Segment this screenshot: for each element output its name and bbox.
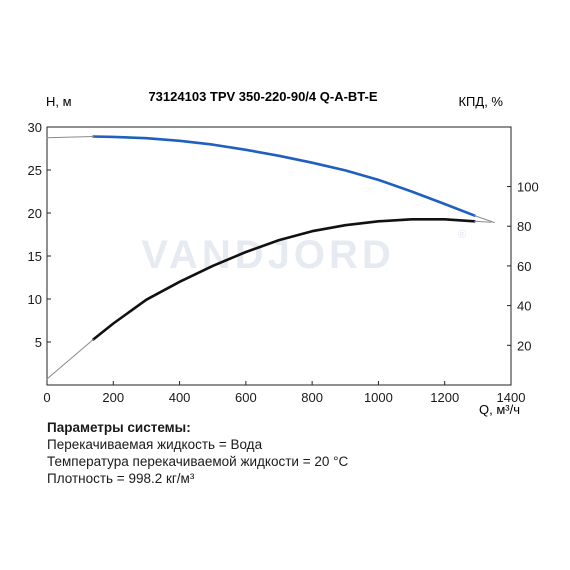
x-tick-label: 800: [301, 390, 323, 405]
y-axis-right-label: КПД, %: [458, 94, 503, 109]
x-tick-label: 1200: [430, 390, 459, 405]
y-right-tick-label: 100: [517, 180, 539, 195]
x-tick-label: 200: [102, 390, 124, 405]
x-tick-label: 400: [169, 390, 191, 405]
param-density: Плотность = 998.2 кг/м³: [47, 471, 195, 486]
y-right-tick-label: 60: [517, 259, 531, 274]
head-curve: [92, 135, 476, 217]
param-temperature: Температура перекачиваемой жидкости = 20…: [47, 454, 349, 469]
x-tick-label: 0: [43, 390, 50, 405]
head-curve-extension-right: [474, 215, 495, 223]
params-heading: Параметры системы:: [47, 420, 191, 435]
y-axis-right-ticks: 20 40 60 80 100: [507, 180, 539, 353]
y-right-tick-label: 40: [517, 299, 531, 314]
x-axis-ticks: 0 200 400 600 800 1000 1200 1400: [43, 381, 525, 405]
chart-title: 73124103 TPV 350-220-90/4 Q-A-BT-E: [148, 89, 377, 104]
head-curve-extension-left: [46, 136, 94, 139]
x-tick-label: 1000: [364, 390, 393, 405]
y-left-tick-label: 25: [28, 163, 42, 178]
efficiency-curve: [92, 218, 476, 341]
y-axis-left-label: H, м: [46, 94, 72, 109]
watermark-logo: VANDJORD: [141, 233, 395, 277]
x-tick-label: 1400: [497, 390, 526, 405]
curves: [46, 135, 495, 380]
x-tick-label: 600: [235, 390, 257, 405]
system-parameters: Параметры системы: Перекачиваемая жидкос…: [47, 419, 348, 487]
y-right-tick-label: 20: [517, 338, 531, 353]
y-axis-left-ticks: 5 10 15 20 25 30: [28, 120, 51, 350]
x-axis-label: Q, м³/ч: [479, 402, 520, 417]
param-fluid: Перекачиваемая жидкость = Вода: [47, 437, 263, 452]
efficiency-curve-extension-left: [46, 338, 94, 380]
y-left-tick-label: 30: [28, 120, 42, 135]
efficiency-curve-extension-right: [474, 220, 492, 223]
y-left-tick-label: 20: [28, 206, 42, 221]
y-left-tick-label: 15: [28, 249, 42, 264]
y-right-tick-label: 80: [517, 219, 531, 234]
y-left-tick-label: 10: [28, 292, 42, 307]
y-left-tick-label: 5: [35, 335, 42, 350]
watermark-registered-mark: ®: [458, 229, 466, 241]
